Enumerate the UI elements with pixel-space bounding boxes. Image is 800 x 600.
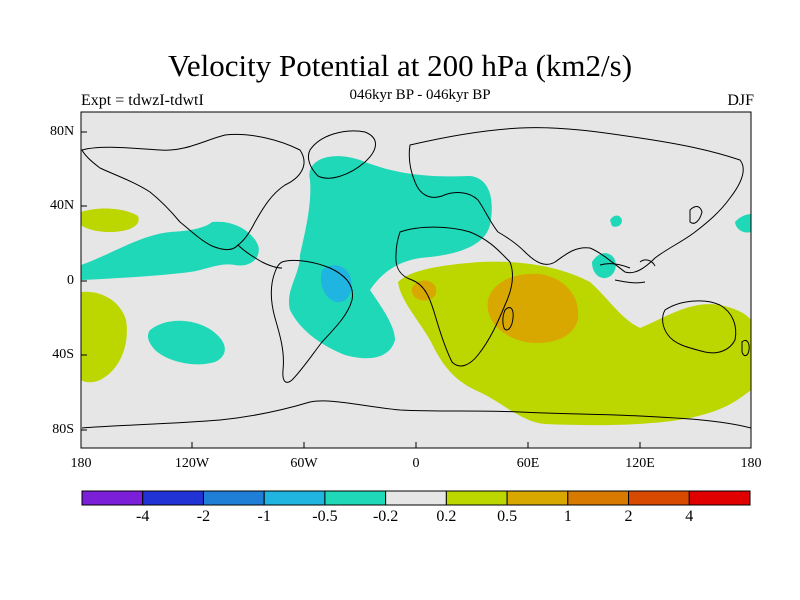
map-frame — [80, 111, 752, 449]
negative-anomaly-south-pacific — [147, 320, 225, 365]
lon-tick-60e: 60E — [516, 456, 540, 471]
lon-tick-60w: 60W — [290, 456, 318, 471]
coastline-australia — [662, 300, 737, 354]
map-subtitle: 046kyr BP - 046kyr BP — [349, 87, 491, 103]
colorbar-swatch — [263, 490, 326, 506]
colorbar-swatch — [445, 490, 508, 506]
lat-tick-40n: 40N — [50, 198, 75, 213]
lat-tick-80n: 80N — [50, 124, 75, 139]
colorbar-label: -0.2 — [372, 508, 399, 525]
colorbar-label: -0.5 — [312, 508, 338, 525]
coastline-south-america — [270, 259, 354, 383]
colorbar-label: 0.2 — [436, 508, 457, 525]
experiment-label: Expt = tdwzI-tdwtI — [81, 92, 204, 109]
coastline-indonesia — [599, 259, 656, 284]
negative-anomaly-indonesia — [592, 253, 616, 279]
coastline-japan — [689, 206, 703, 224]
colorbar-label: -2 — [196, 508, 211, 525]
coastline-antarctica — [81, 400, 751, 429]
colorbar-swatch — [81, 490, 144, 506]
colorbar-label: 2 — [624, 508, 633, 525]
lat-tick-80s: 80S — [52, 422, 74, 437]
map-title: Velocity Potential at 200 hPa (km2/s) — [167, 48, 633, 83]
coastline-new-zealand — [741, 339, 750, 357]
season-label: DJF — [727, 92, 754, 109]
coastline-greenland — [307, 130, 376, 179]
negative-anomaly-north-atlantic — [288, 156, 492, 359]
negative-anomaly-west-pacific — [735, 214, 751, 233]
colorbar-swatch — [567, 490, 630, 506]
colorbar-label: -1 — [257, 508, 271, 525]
colorbar-label: -4 — [136, 508, 150, 525]
colorbar-label: 4 — [685, 508, 694, 525]
strong-negative-anomaly-amazon — [320, 265, 352, 303]
lon-tick-0: 0 — [412, 456, 420, 471]
positive-anomaly-north-pacific — [81, 208, 139, 232]
lon-tick-120w: 120W — [174, 456, 210, 471]
colorbar-swatch — [688, 490, 751, 506]
coastline-madagascar — [502, 307, 514, 331]
coastline-north-america — [81, 133, 305, 251]
colorbar-swatch — [506, 490, 569, 506]
strong-positive-anomaly-west-africa — [411, 280, 437, 301]
colorbar-swatch — [324, 490, 387, 506]
colorbar-swatch — [142, 490, 204, 506]
lat-tick-0: 0 — [67, 273, 74, 288]
colorbar-label: 0.5 — [497, 508, 518, 525]
colorbar-label: 1 — [563, 508, 572, 525]
contour-fill-layer — [81, 156, 751, 426]
colorbar-swatch — [385, 490, 447, 506]
coastlines — [81, 127, 751, 429]
coastline-africa — [395, 226, 513, 367]
negative-anomaly-tibet — [610, 215, 622, 227]
lon-tick-180w: 180 — [70, 456, 92, 471]
negative-anomaly-east-pacific — [81, 221, 259, 280]
colorbar — [81, 490, 751, 506]
positive-anomaly-southwest-pacific — [81, 291, 127, 383]
colorbar-swatch — [628, 490, 690, 506]
positive-anomaly-southern-ocean — [398, 261, 751, 426]
coastline-europe-asia — [408, 127, 744, 274]
lat-tick-40s: 40S — [52, 347, 74, 362]
lon-tick-180e: 180 — [740, 456, 762, 471]
lon-tick-120e: 120E — [625, 456, 655, 471]
colorbar-swatch — [202, 490, 265, 506]
